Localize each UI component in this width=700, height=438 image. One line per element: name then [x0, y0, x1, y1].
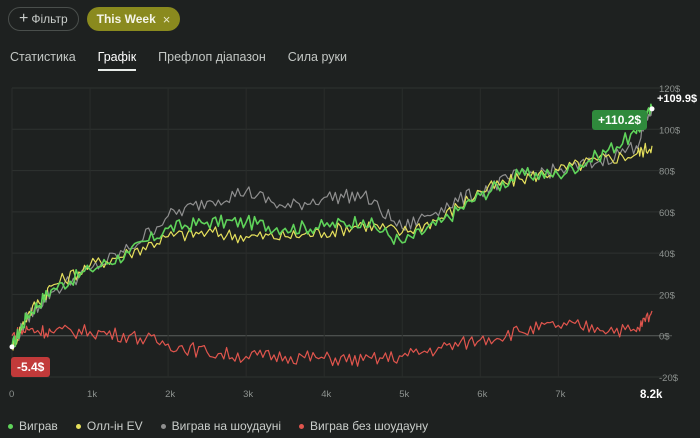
x-tick-label: 6k — [477, 389, 487, 400]
y-tick-label: 40$ — [659, 249, 676, 260]
legend-label-won: Виграв — [19, 419, 58, 433]
add-filter-label: Фільтр — [31, 12, 68, 26]
plus-icon: + — [19, 10, 29, 27]
y-tick-label: 120$ — [659, 84, 681, 95]
end-point-marker — [649, 106, 655, 112]
y-tick-label: 100$ — [659, 125, 681, 136]
legend-item-won[interactable]: Виграв — [8, 419, 58, 433]
series-line-non-showdown — [11, 310, 653, 367]
end-showdown-value: +109.9$ — [657, 93, 698, 105]
legend-dot-non-showdown — [299, 423, 305, 429]
series-line-allin-ev — [11, 142, 653, 351]
y-tick-label: 60$ — [659, 208, 676, 219]
results-chart: 120$ 100$ 80$ 60$ 40$ 20$ 0$ -20$ 0 1k 2k 3k 4k 5k 6k 7… — [9, 84, 681, 400]
filter-bar: + Фільтр This Week × — [8, 7, 181, 31]
tab-hand-strength[interactable]: Сила руки — [287, 50, 347, 64]
chart-legend: Виграв Олл-ін EV Виграв на шоудауні Вигр… — [8, 419, 428, 433]
end-won-badge: +110.2$ — [592, 110, 648, 130]
week-filter-label: This Week — [96, 12, 156, 26]
x-tick-label: 3k — [243, 389, 253, 400]
series-line-won — [11, 103, 653, 348]
close-icon[interactable]: × — [162, 11, 171, 27]
x-tick-label: 0 — [9, 389, 14, 400]
tab-bar: Статистика Графік Префлоп діапазон Сила … — [10, 50, 347, 71]
legend-item-allin-ev[interactable]: Олл-ін EV — [75, 419, 143, 433]
x-axis-max-label: 8.2k — [640, 389, 663, 401]
series-line-showdown — [11, 108, 653, 348]
x-tick-label: 1k — [87, 389, 97, 400]
legend-label-showdown: Виграв на шоудауні — [171, 419, 282, 433]
legend-label-non-showdown: Виграв без шоудауну — [310, 419, 429, 433]
start-point-marker — [9, 344, 15, 350]
legend-dot-showdown — [160, 423, 166, 429]
start-won-badge: -5.4$ — [11, 357, 51, 377]
legend-dot-won — [8, 423, 13, 429]
legend-item-non-showdown[interactable]: Виграв без шоудауну — [299, 419, 428, 433]
add-filter-button[interactable]: + Фільтр — [8, 7, 79, 31]
y-tick-label: 20$ — [659, 290, 676, 301]
tab-preflop-range[interactable]: Префлоп діапазон — [158, 50, 266, 64]
tab-graph[interactable]: Графік — [97, 50, 137, 71]
y-tick-label: 0$ — [659, 332, 670, 343]
week-filter-chip[interactable]: This Week × — [86, 7, 181, 31]
legend-item-showdown[interactable]: Виграв на шоудауні — [160, 419, 282, 433]
legend-label-allin-ev: Олл-ін EV — [86, 419, 143, 433]
x-tick-label: 4k — [321, 389, 331, 400]
legend-dot-allin-ev — [75, 423, 81, 429]
tab-statistics[interactable]: Статистика — [10, 50, 76, 64]
x-tick-label: 7k — [555, 389, 565, 400]
x-tick-label: 5k — [399, 389, 409, 400]
y-tick-label: 80$ — [659, 167, 676, 178]
x-tick-label: 2k — [165, 389, 175, 400]
y-tick-label: -20$ — [659, 373, 679, 384]
